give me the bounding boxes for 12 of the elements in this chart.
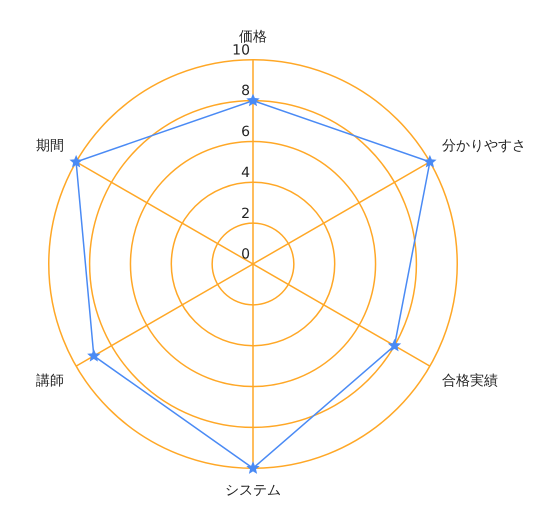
spoke-label: 講師 [36,373,64,390]
y-tick-label: 8 [241,83,250,100]
spoke-label: 価格 [239,29,267,45]
spoke-label: 合格実績 [442,373,498,390]
y-tick-label: 2 [241,206,250,222]
y-tick-label: 0 [241,246,250,263]
y-tick-label: 4 [241,164,250,181]
y-tick-label: 10 [232,42,250,58]
spoke-label: 分かりやすさ [442,138,526,154]
spoke-label: 期間 [36,138,64,154]
spoke-label: システム [225,482,281,498]
y-tick-label: 6 [241,124,250,140]
